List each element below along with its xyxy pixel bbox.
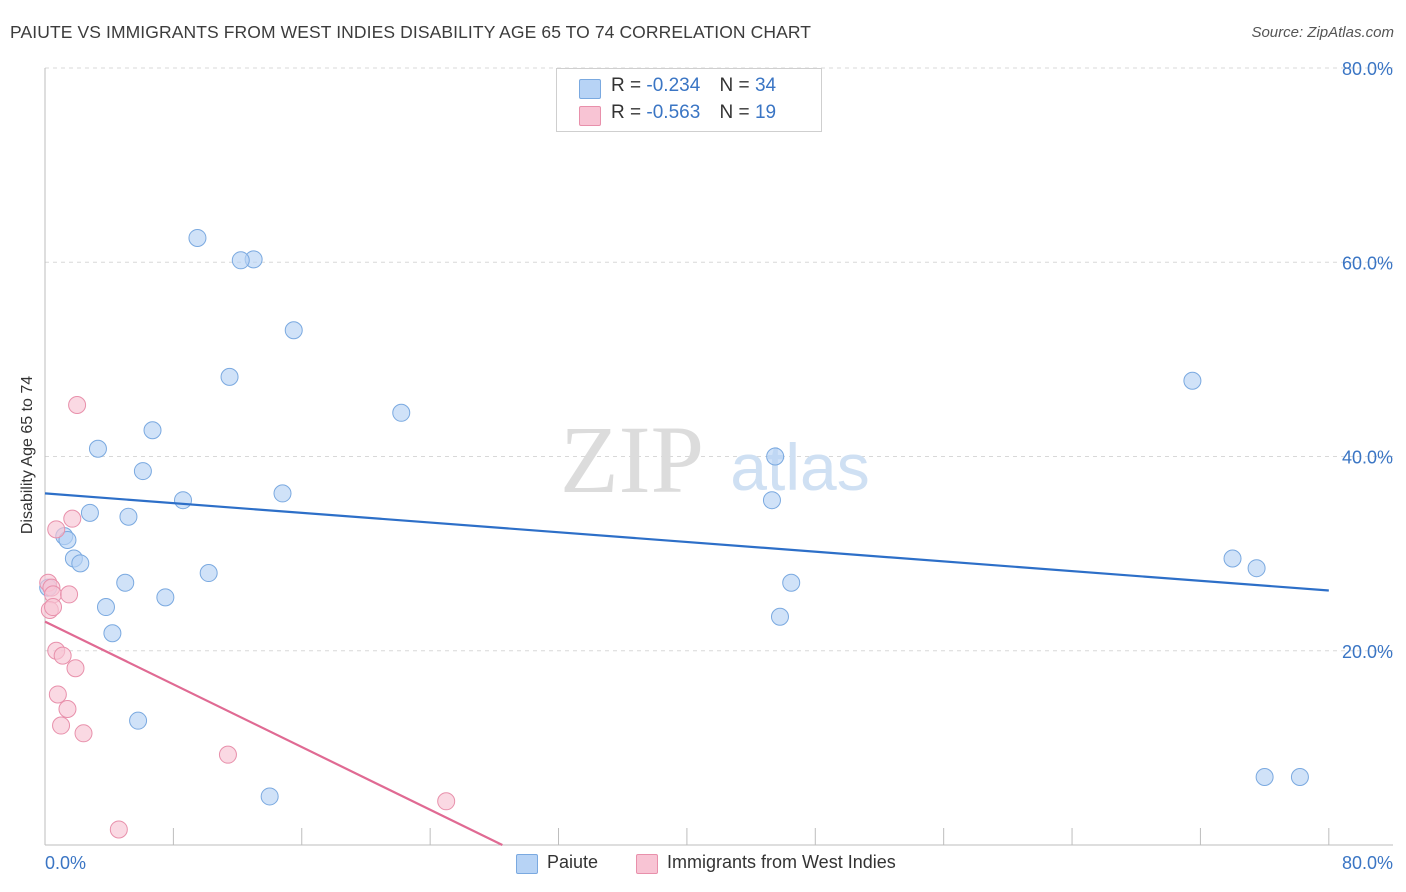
tick-label-layer: 20.0% 40.0% 60.0% 80.0% 0.0% 80.0% [45, 59, 1393, 873]
paiute-point [762, 491, 781, 510]
west-indies-point [58, 700, 77, 719]
points-layer [39, 228, 1309, 839]
x-tick-label: 80.0% [1342, 853, 1393, 873]
paiute-point [199, 564, 218, 583]
legend-r-value: -0.563 [646, 102, 701, 123]
west-indies-point [63, 509, 82, 528]
source-label: Source: ZipAtlas.com [1251, 24, 1394, 41]
paiute-point [770, 607, 789, 626]
paiute-trend-line [44, 492, 1329, 592]
paiute-point [71, 554, 90, 573]
west-indies-point [60, 585, 79, 604]
legend-n-value: 34 [754, 75, 777, 96]
paiute-point [231, 251, 250, 270]
west-indies-swatch [579, 106, 601, 126]
west-indies-point [48, 685, 67, 704]
paiute-point [284, 321, 303, 340]
west-indies-point [44, 598, 63, 617]
watermark-atlas: atlas [730, 430, 869, 504]
trend-layer [44, 492, 1329, 846]
west-indies-trend-line [44, 620, 503, 846]
paiute-point [1247, 559, 1266, 578]
west-indies-point [47, 520, 66, 539]
legend-r-label: R = [611, 102, 642, 123]
paiute-point [766, 447, 785, 466]
legend-n-label: N = [719, 75, 750, 96]
west-indies-legend-swatch [636, 854, 658, 874]
legend-row-paiute: R = -0.234 N = 34 [579, 75, 777, 99]
paiute-point [80, 503, 99, 522]
paiute-point [129, 711, 148, 730]
legend-r-value: -0.234 [646, 75, 701, 96]
correlation-legend: R = -0.234 N = 34 R = -0.563 N = 19 [556, 68, 822, 132]
paiute-point [220, 367, 239, 386]
paiute-point [1183, 371, 1202, 390]
paiute-point [260, 787, 279, 806]
paiute-point [58, 531, 77, 550]
y-tick-label: 80.0% [1342, 59, 1393, 79]
paiute-point [273, 484, 292, 503]
paiute-swatch [579, 79, 601, 99]
west-indies-point [74, 724, 93, 743]
paiute-point [88, 439, 107, 458]
y-tick-label: 40.0% [1342, 448, 1393, 468]
paiute-point [156, 588, 175, 607]
west-indies-point [52, 716, 71, 735]
paiute-legend-label: Paiute [547, 852, 599, 872]
west-indies-point [53, 646, 72, 665]
legend-r-label: R = [611, 75, 642, 96]
paiute-point [188, 228, 207, 247]
west-indies-point [109, 820, 128, 839]
paiute-point [133, 462, 152, 481]
paiute-point [119, 507, 138, 526]
axes-layer [44, 68, 1393, 846]
paiute-point [174, 491, 193, 510]
watermark-zip: ZIP [560, 406, 704, 513]
legend-n-value: 19 [754, 102, 777, 123]
paiute-point [1290, 768, 1309, 787]
chart-title: PAIUTE VS IMMIGRANTS FROM WEST INDIES DI… [10, 22, 812, 42]
y-tick-label: 60.0% [1342, 253, 1393, 273]
paiute-point [103, 624, 122, 643]
west-indies-point [66, 659, 85, 678]
y-tick-label: 20.0% [1342, 642, 1393, 662]
paiute-legend-swatch [516, 854, 538, 874]
paiute-point [1255, 768, 1274, 787]
paiute-point [1223, 549, 1242, 568]
paiute-point [782, 573, 801, 592]
paiute-point [143, 421, 162, 440]
grid-layer [45, 67, 1393, 652]
west-indies-point [218, 745, 237, 764]
x-tick-label: 0.0% [45, 853, 86, 873]
legend-row-west-indies: R = -0.563 N = 19 [579, 102, 777, 126]
paiute-point [96, 598, 115, 617]
west-indies-point [437, 792, 456, 811]
paiute-point [116, 573, 135, 592]
west-indies-point [68, 396, 87, 415]
legend-n-label: N = [719, 102, 750, 123]
paiute-point [392, 403, 411, 422]
west-indies-legend-label: Immigrants from West Indies [667, 852, 896, 872]
watermark: ZIP atlas [560, 406, 870, 513]
